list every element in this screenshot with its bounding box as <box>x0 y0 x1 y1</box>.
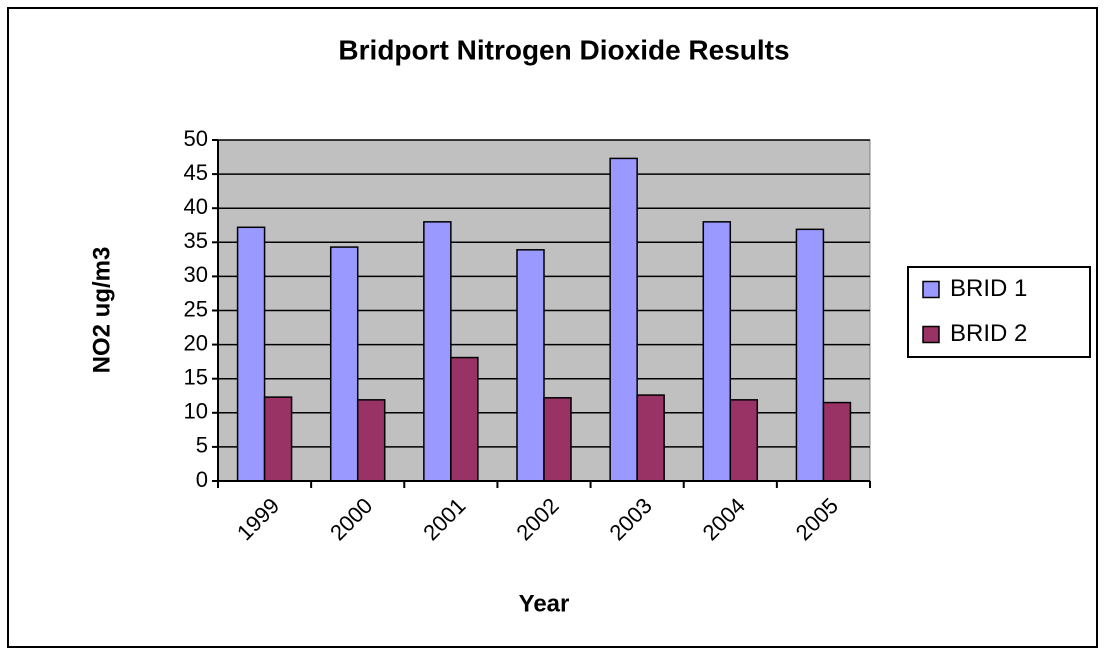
legend-label: BRID 1 <box>950 275 1027 302</box>
legend-swatch <box>922 325 940 344</box>
bar <box>702 221 732 482</box>
legend-label: BRID 2 <box>950 320 1027 347</box>
bar <box>450 356 479 482</box>
legend-swatch <box>922 280 940 299</box>
bar <box>329 246 359 482</box>
bar <box>543 397 572 482</box>
y-tick-label: 15 <box>184 365 208 390</box>
bar <box>609 157 638 482</box>
bar <box>516 249 545 482</box>
bar <box>236 226 266 482</box>
bar <box>423 221 452 482</box>
y-tick-label: 40 <box>184 194 208 219</box>
y-axis-label: NO2 ug/m3 <box>88 247 115 374</box>
bar <box>795 228 825 482</box>
bar <box>636 394 665 482</box>
y-tick-label: 50 <box>184 126 208 151</box>
y-tick-label: 45 <box>184 160 208 185</box>
x-axis-label: Year <box>519 590 570 617</box>
bar <box>822 401 852 482</box>
chart-title: Bridport Nitrogen Dioxide Results <box>338 34 789 65</box>
y-tick-label: 35 <box>184 228 208 253</box>
y-tick-label: 10 <box>184 399 208 424</box>
bar <box>263 396 293 482</box>
bar <box>356 399 386 482</box>
y-tick-label: 5 <box>196 433 208 458</box>
y-tick-label: 0 <box>196 467 208 492</box>
bar <box>729 399 759 482</box>
y-tick-label: 20 <box>184 330 208 355</box>
y-tick-label: 25 <box>184 296 208 321</box>
y-tick-label: 30 <box>184 262 208 287</box>
